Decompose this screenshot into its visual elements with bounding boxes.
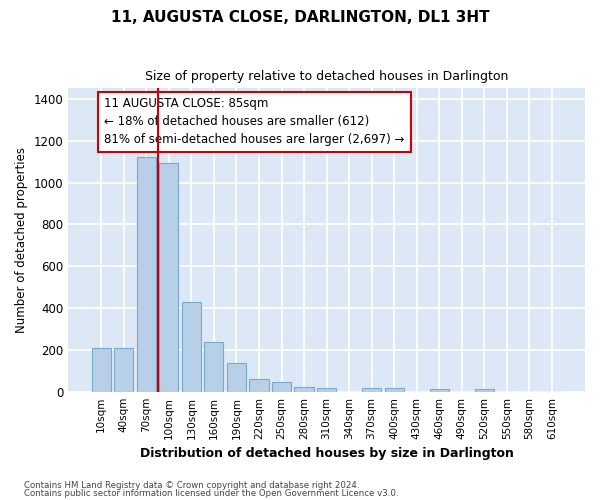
Bar (295, 386, 314, 392)
Title: Size of property relative to detached houses in Darlington: Size of property relative to detached ho… (145, 70, 508, 83)
Bar (430, 388, 449, 392)
Bar (227, 362, 246, 392)
Bar (182, 302, 201, 392)
Bar (205, 342, 223, 392)
X-axis label: Distribution of detached houses by size in Darlington: Distribution of detached houses by size … (140, 447, 514, 460)
Bar (250, 379, 269, 392)
Y-axis label: Number of detached properties: Number of detached properties (15, 147, 28, 333)
Bar (385, 388, 404, 392)
Text: 11 AUGUSTA CLOSE: 85sqm
← 18% of detached houses are smaller (612)
81% of semi-d: 11 AUGUSTA CLOSE: 85sqm ← 18% of detache… (104, 98, 405, 146)
Bar (159, 162, 178, 392)
Bar (362, 388, 381, 392)
Bar (114, 348, 133, 392)
Text: Contains public sector information licensed under the Open Government Licence v3: Contains public sector information licen… (24, 489, 398, 498)
Bar (272, 382, 291, 392)
Bar (317, 388, 336, 392)
Bar (475, 388, 494, 392)
Bar (92, 348, 111, 392)
Text: 11, AUGUSTA CLOSE, DARLINGTON, DL1 3HT: 11, AUGUSTA CLOSE, DARLINGTON, DL1 3HT (110, 10, 490, 25)
Text: Contains HM Land Registry data © Crown copyright and database right 2024.: Contains HM Land Registry data © Crown c… (24, 480, 359, 490)
Bar (137, 158, 156, 392)
